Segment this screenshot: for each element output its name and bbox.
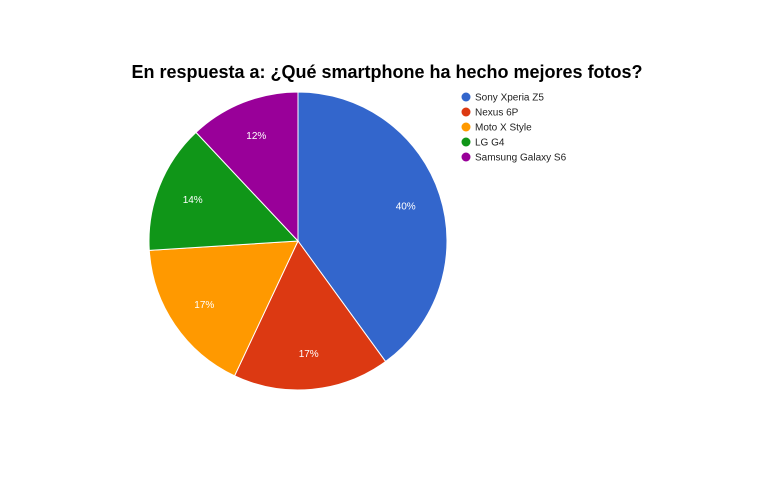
legend-item-3: LG G4 (461, 137, 505, 149)
pie-slice-2 (148, 240, 299, 377)
legend-item-1: Nexus 6P (461, 107, 519, 119)
chart-title: En respuesta a: ¿Qué smartphone ha hecho… (131, 62, 642, 82)
legend-item-4: Samsung Galaxy S6 (461, 152, 567, 164)
legend-item-2: Moto X Style (461, 122, 532, 134)
legend-item-0: Sony Xperia Z5 (461, 92, 544, 104)
legend-label-4: Samsung Galaxy S6 (475, 153, 567, 164)
pie-slice-label-0: 40% (396, 202, 416, 213)
legend-label-2: Moto X Style (475, 123, 532, 134)
pie-slice-1 (233, 240, 387, 391)
pie-slice-4 (195, 91, 299, 243)
legend-label-0: Sony Xperia Z5 (475, 93, 544, 104)
legend-marker-1 (461, 107, 471, 117)
pie-slice-label-3: 14% (183, 195, 203, 206)
legend-marker-2 (461, 122, 471, 132)
pie-slice-label-1: 17% (299, 349, 319, 360)
legend-label-3: LG G4 (475, 138, 505, 149)
legend-marker-3 (461, 137, 471, 147)
pie-slice-0 (297, 91, 448, 363)
legend-marker-0 (461, 92, 471, 102)
legend-label-1: Nexus 6P (475, 108, 519, 119)
legend: Sony Xperia Z5 Nexus 6P Moto X Style LG G4 S… (461, 92, 567, 164)
pie-slice-3 (148, 131, 300, 251)
legend-marker-4 (461, 152, 471, 162)
pie-slice-label-4: 12% (246, 131, 266, 142)
pie-slice-labels: 40% 17% 17% 14% 12% (183, 131, 416, 360)
pie-slices (148, 91, 448, 391)
pie-slice-label-2: 17% (194, 300, 214, 311)
